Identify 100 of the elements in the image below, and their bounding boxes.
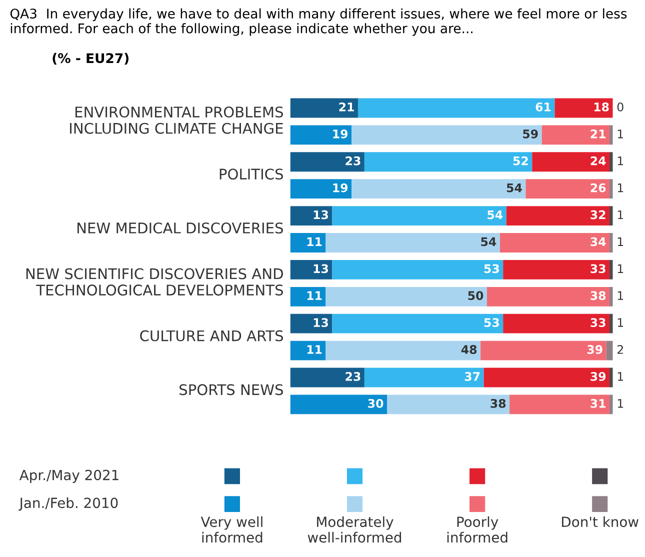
data-label: 1	[618, 156, 624, 166]
bar	[480, 340, 606, 360]
data-label: 11	[307, 345, 322, 354]
y-tick-label: NEW MEDICAL DISCOVERIES	[78, 222, 283, 234]
data-label: 54	[488, 210, 503, 220]
bar	[610, 233, 613, 252]
bar	[503, 314, 610, 334]
legend-label: Very well informed	[200, 516, 262, 543]
data-label: 53	[484, 318, 499, 328]
data-label: 13	[314, 210, 328, 220]
data-label: 39	[587, 345, 602, 354]
y-tick-label: ENVIRONMENTAL PROBLEMS INCLUDING CLIMATE CHANGE	[70, 106, 283, 134]
bar	[532, 152, 610, 172]
data-label: 1	[618, 183, 624, 192]
data-label: 54	[481, 237, 496, 246]
y-tick-label: CULTURE AND ARTS	[140, 330, 283, 342]
bar	[542, 125, 610, 145]
bar	[554, 98, 613, 118]
data-label: 30	[368, 398, 384, 408]
data-label: 33	[590, 318, 606, 328]
bar	[500, 233, 610, 252]
data-label: 19	[333, 129, 348, 138]
data-label: 1	[618, 210, 624, 220]
legend-label: Poorly informed	[447, 516, 508, 543]
bar	[486, 286, 610, 306]
bar	[526, 179, 610, 199]
bar	[326, 340, 481, 360]
data-label: 11	[307, 237, 322, 246]
data-label: 23	[346, 372, 360, 381]
bar	[610, 152, 613, 172]
bar	[510, 394, 610, 414]
bar	[364, 152, 532, 172]
bar	[290, 98, 358, 118]
bar	[326, 233, 500, 252]
bar	[290, 286, 326, 306]
data-label: 1	[618, 264, 624, 273]
bar	[290, 394, 387, 414]
data-label: 1	[618, 399, 624, 408]
data-label: 0	[617, 102, 624, 112]
data-label: 53	[484, 264, 499, 274]
bar	[352, 125, 542, 145]
data-label: 61	[536, 102, 551, 112]
bar	[326, 286, 487, 306]
bar	[364, 368, 484, 388]
data-label: 38	[590, 291, 606, 300]
data-label: 18	[594, 102, 609, 112]
bar	[606, 340, 613, 360]
data-label: 1	[618, 291, 624, 300]
bar	[610, 368, 613, 388]
data-label: 21	[339, 102, 354, 112]
data-label: 13	[314, 264, 328, 274]
legend-label: Moderately well-informed	[308, 516, 402, 543]
bar	[290, 179, 352, 199]
bar	[610, 314, 613, 334]
bar	[610, 286, 613, 306]
text: (% - EU27)	[52, 52, 128, 65]
bar	[290, 206, 332, 226]
data-label: 24	[590, 156, 606, 166]
y-tick-label: NEW SCIENTIFIC DISCOVERIES AND TECHNOLOGICAL DEVELOPMENTS	[26, 268, 283, 296]
data-label: 38	[490, 398, 506, 408]
data-label: 33	[590, 264, 606, 274]
bar	[503, 260, 610, 280]
bar	[290, 152, 364, 172]
legend-label: Don't know	[562, 516, 638, 528]
bar	[352, 179, 526, 199]
data-label: 11	[307, 291, 322, 300]
data-label: 37	[464, 372, 480, 381]
data-label: 50	[468, 291, 484, 300]
bar	[290, 368, 364, 388]
data-label: 59	[523, 129, 538, 138]
data-label: 2	[617, 345, 623, 354]
data-label: 31	[590, 398, 606, 408]
bar	[610, 394, 613, 414]
bar	[358, 98, 555, 118]
data-label: 48	[461, 345, 477, 354]
data-label: 23	[346, 156, 360, 166]
bar	[506, 206, 610, 226]
data-label: 32	[590, 210, 606, 220]
bar	[610, 206, 613, 226]
data-label: 19	[333, 183, 348, 192]
data-label: 52	[513, 156, 528, 166]
data-label: 13	[314, 318, 328, 328]
bar	[332, 206, 506, 226]
bar	[290, 340, 326, 360]
bar	[290, 233, 326, 252]
data-label: 54	[506, 183, 522, 192]
chart-title: QA3 In everyday life, we have to deal with many different issues, where we feel more or less informed. For each of the following, please indicate whether you are...	[10, 8, 627, 36]
bar	[610, 260, 613, 280]
data-label: 39	[590, 372, 606, 381]
bar	[290, 260, 332, 280]
data-label: 34	[590, 237, 606, 246]
bar	[484, 368, 610, 388]
bar	[332, 260, 504, 280]
data-label: 1	[618, 372, 624, 381]
data-label: 1	[618, 318, 624, 327]
y-tick-label: SPORTS NEWS	[180, 384, 283, 396]
data-label: 1	[618, 237, 624, 246]
bar	[290, 125, 352, 145]
bar	[610, 125, 613, 145]
y-tick-label: POLITICS	[220, 168, 283, 180]
